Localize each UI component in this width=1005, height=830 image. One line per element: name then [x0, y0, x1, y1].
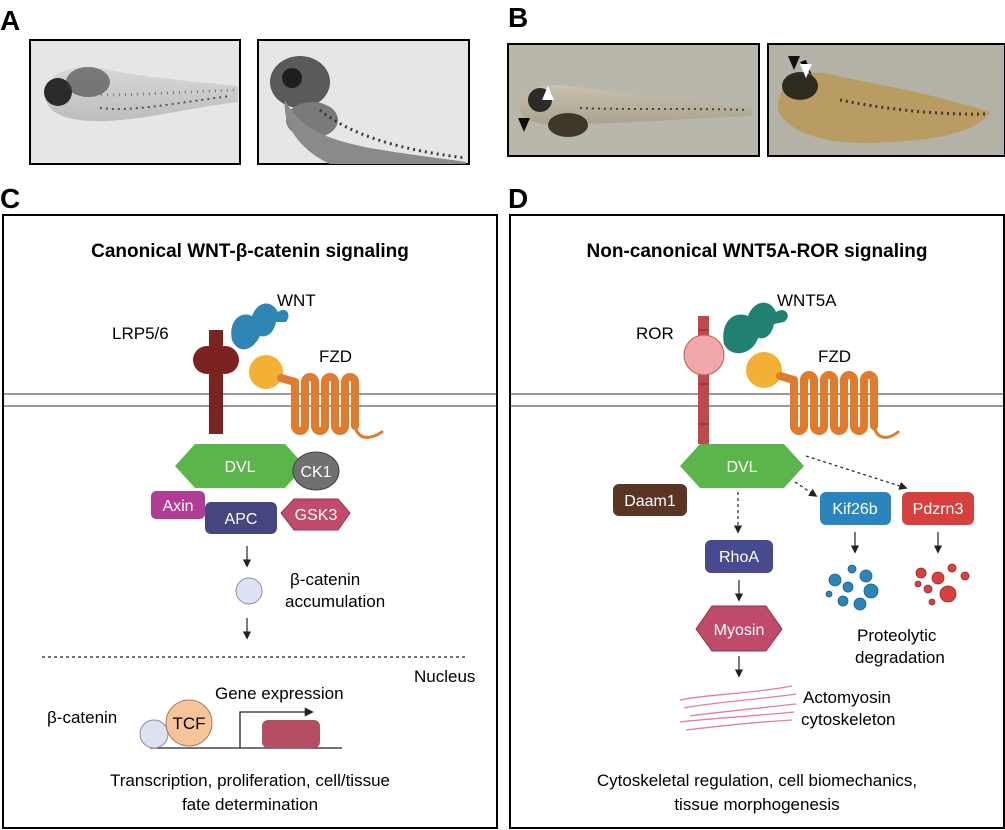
panel-label-c: C	[0, 183, 20, 214]
rhoa-protein	[705, 540, 773, 573]
panel-label-d: D	[508, 183, 528, 214]
kif26b-degradation-fragments-icon	[825, 564, 879, 611]
wnt5a-label: WNT5A	[777, 291, 837, 310]
accumulation-label-line1: β-catenin	[290, 570, 360, 589]
nuclear-beta-catenin-icon	[139, 719, 169, 749]
target-gene-box	[262, 720, 320, 748]
pdzrn3-degradation-fragments-icon	[914, 563, 970, 606]
proteolytic-label-line2: degradation	[855, 648, 945, 667]
panel-a-photo-left	[29, 39, 241, 165]
axin-protein	[151, 491, 205, 519]
kif26b-label: Kif26b	[832, 501, 877, 518]
rhoa-label: RhoA	[719, 549, 759, 566]
panel-b-photo-right	[767, 43, 1005, 157]
gene-expression-label: Gene expression	[215, 684, 344, 703]
myosin-label: Myosin	[714, 622, 765, 639]
daam1-label: Daam1	[624, 493, 676, 510]
fzd-receptor-d	[776, 371, 900, 439]
wnt5a-ligand-icon	[723, 302, 788, 354]
proteolytic-label-line1: Proteolytic	[857, 626, 937, 645]
ror-label: ROR	[636, 324, 674, 343]
panel-d: Non-canonical WNT5A-ROR signaling ROR WN…	[509, 214, 1005, 829]
pdzrn3-label: Pdzrn3	[913, 501, 964, 518]
ck1-label: CK1	[300, 464, 331, 481]
panel-d-caption-line2: tissue morphogenesis	[674, 795, 839, 814]
fzd-ligand-domain	[249, 355, 283, 389]
nuclear-beta-catenin-label: β-catenin	[47, 708, 117, 727]
fzd-label: FZD	[319, 347, 352, 366]
fzd-ligand-domain-d	[746, 352, 782, 388]
dvl-label-d: DVL	[726, 459, 757, 476]
actin-filaments-icon	[679, 685, 797, 731]
panel-c: Canonical WNT-β-catenin signaling LRP5/6…	[2, 214, 498, 829]
tcf-label: TCF	[172, 714, 205, 733]
apc-label: APC	[225, 511, 258, 528]
dvl-protein-d	[680, 444, 804, 488]
apc-protein	[205, 502, 277, 534]
panel-c-caption-line2: fate determination	[182, 795, 318, 814]
tcf-protein	[165, 699, 213, 747]
panel-a-photo-right	[257, 39, 470, 165]
ck1-protein	[292, 451, 340, 491]
panel-c-caption-line1: Transcription, proliferation, cell/tissu…	[110, 771, 390, 790]
accumulation-label-line2: accumulation	[285, 592, 385, 611]
fzd-label-d: FZD	[818, 347, 851, 366]
pdzrn3-protein	[902, 492, 974, 525]
daam1-protein	[613, 484, 687, 516]
gsk3-label: GSK3	[295, 507, 338, 524]
dvl-label: DVL	[224, 459, 255, 476]
wnt-label: WNT	[277, 291, 316, 310]
kif26b-protein	[820, 492, 891, 525]
actomyosin-label-line1: Actomyosin	[803, 688, 891, 707]
actomyosin-label-line2: cytoskeleton	[801, 710, 896, 729]
gsk3-protein	[280, 498, 351, 531]
wnt-ligand-icon	[231, 303, 289, 350]
panel-label-b: B	[508, 2, 528, 33]
nucleus-label: Nucleus	[414, 667, 475, 686]
panel-d-title: Non-canonical WNT5A-ROR signaling	[587, 241, 928, 262]
transcription-start-arrow	[239, 707, 314, 748]
beta-catenin-icon	[235, 577, 263, 605]
panel-c-title: Canonical WNT-β-catenin signaling	[91, 241, 409, 262]
arrow-dvl-to-kif26b	[794, 481, 818, 497]
lrp56-label: LRP5/6	[112, 324, 169, 343]
myosin-protein	[695, 605, 783, 652]
panel-label-a: A	[0, 5, 20, 36]
dvl-protein	[175, 444, 305, 488]
lrp56-receptor	[193, 330, 239, 434]
fzd-receptor	[277, 373, 384, 439]
axin-label: Axin	[162, 498, 193, 515]
ror-receptor	[683, 316, 725, 444]
panel-b-photo-left	[507, 43, 760, 157]
panel-d-caption-line1: Cytoskeletal regulation, cell biomechani…	[597, 771, 917, 790]
